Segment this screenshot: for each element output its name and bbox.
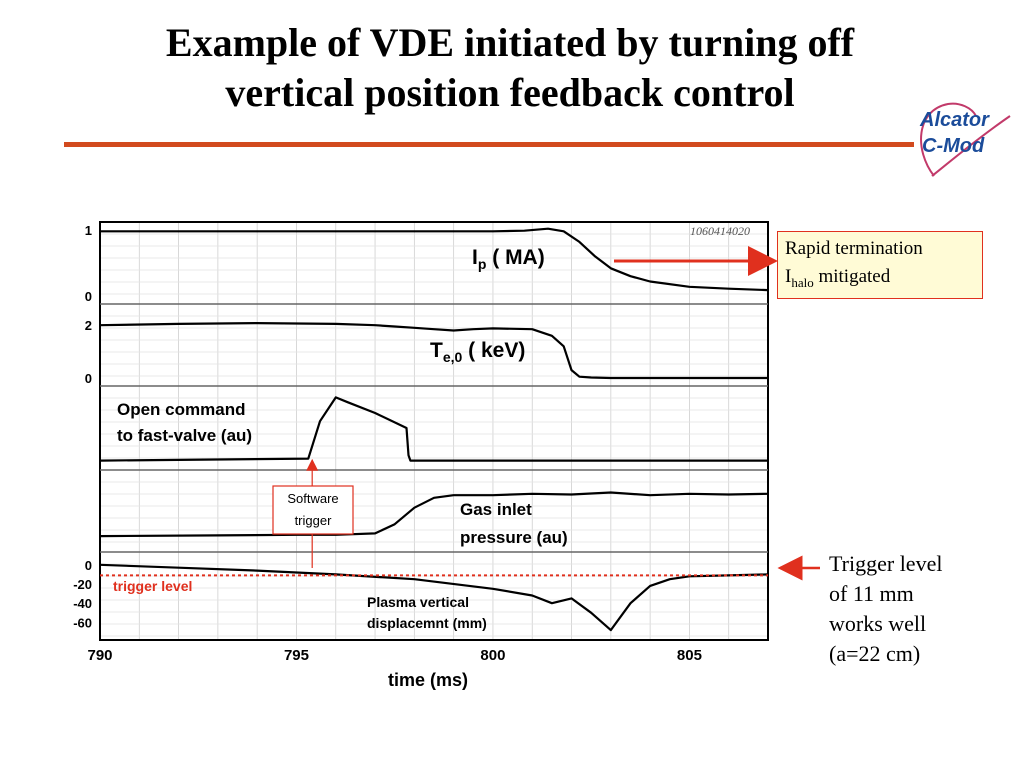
y-tick-label: -60 [73,615,92,630]
note-trigger-line-2: of 11 mm [829,581,914,606]
z-label-1: Plasma vertical [367,594,469,610]
note-ip-i: I [785,266,792,287]
logo-line-1: Alcator [919,109,990,131]
series-te0 [99,322,768,380]
series-z [99,563,769,632]
series-valve [99,396,768,462]
note-trigger-line-4: (a=22 cm) [829,641,921,666]
alcator-cmod-logo: Alcator C-Mod [919,102,1011,177]
note-ip-rest: mitigated [813,266,891,287]
series-ip [100,227,769,292]
shot-number: 1060414020 [690,224,750,238]
gas-label-1: Gas inlet [460,500,532,519]
trigger-level-label: trigger level [113,578,192,594]
slide-title: Example of VDE initiated by turning off … [60,18,960,118]
valve-label-2: to fast-valve (au) [117,426,252,445]
y-tick-label: 2 [85,318,92,333]
x-tick-label: 790 [87,647,112,664]
title-rule [64,142,914,147]
software-trigger-line-2: trigger [295,513,333,528]
note-trigger-line-1: Trigger level [829,551,943,576]
z-label-2: displacemnt (mm) [367,615,487,631]
note-rapid-termination: Rapid termination Ihalo mitigated [777,231,983,299]
y-tick-label: -40 [73,596,92,611]
y-tick-label: 0 [85,558,92,573]
x-tick-label: 805 [677,647,702,664]
y-tick-label: 1 [85,223,92,238]
x-axis-title: time (ms) [388,670,468,690]
y-tick-label: -20 [73,577,92,592]
plot-frame [99,221,769,641]
note-trigger-line-3: works well [829,611,927,636]
x-tick-label: 795 [284,647,309,664]
series-gas [99,491,769,538]
te0-label: Te,0 ( keV) [430,339,525,365]
note-trigger-level: Trigger level of 11 mm works well (a=22 … [829,549,1009,669]
note-ip-sub: halo [791,274,814,290]
y-tick-label: 0 [85,289,92,304]
note-ip-line-2: Ihalo mitigated [785,263,982,297]
x-tick-label: 800 [480,647,505,664]
software-trigger-line-1: Software [287,491,338,506]
ip-label: Ip ( MA) [472,246,545,272]
title-line-1: Example of VDE initiated by turning off [165,20,855,65]
gas-label-2: pressure (au) [460,528,568,547]
title-line-2: vertical position feedback control [225,70,795,115]
software-trigger-box [272,485,354,535]
logo-line-2: C-Mod [922,135,985,157]
note-ip-line-1: Rapid termination [785,238,923,259]
valve-label-1: Open command [117,400,245,419]
y-tick-label: 0 [85,371,92,386]
